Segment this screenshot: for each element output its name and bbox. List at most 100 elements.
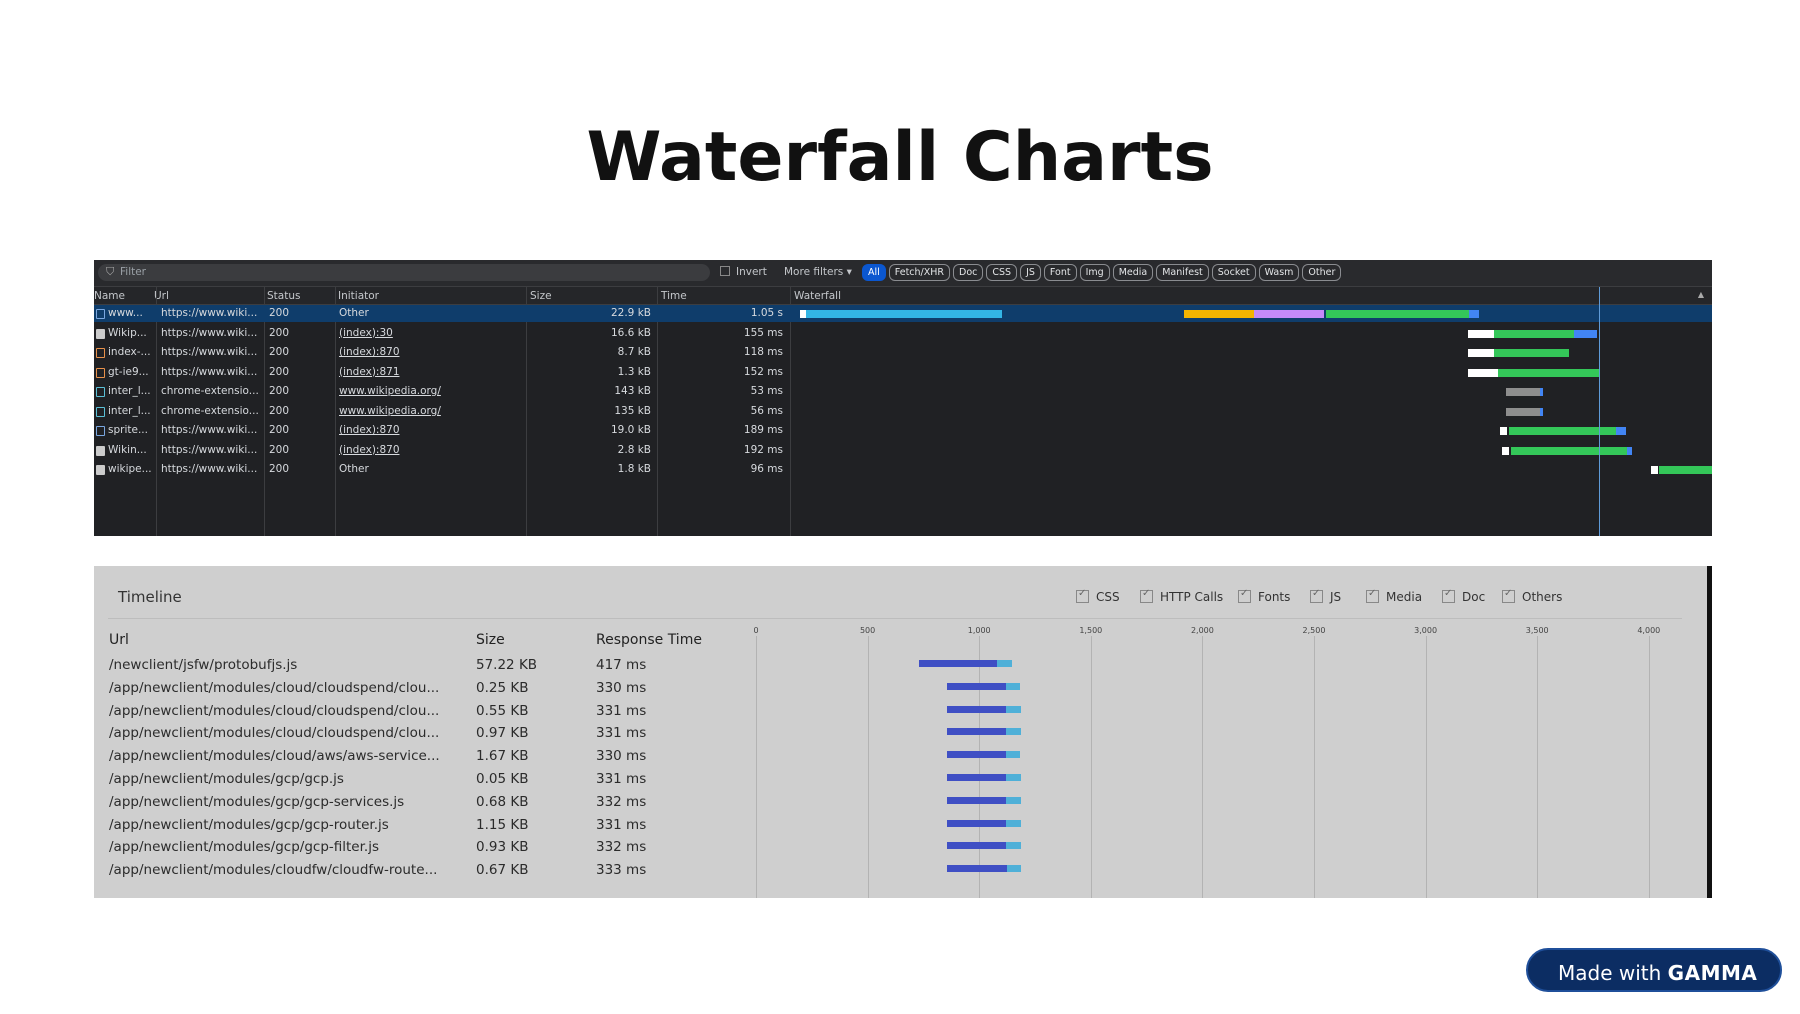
request-size: 22.9 kB: [610, 307, 651, 319]
request-name: Wikin...: [108, 443, 147, 456]
col-time[interactable]: Time: [661, 290, 687, 302]
type-filter-css[interactable]: CSS: [986, 264, 1018, 281]
network-row[interactable]: gt-ie9... https://www.wiki... 200 (index):8…: [94, 364, 1712, 381]
timeline-row[interactable]: /app/newclient/modules/gcp/gcp.js 0.05 KB…: [94, 767, 1674, 789]
timeline-row[interactable]: /app/newclient/modules/gcp/gcp-services.…: [94, 790, 1674, 812]
legend-label: CSS: [1096, 590, 1120, 604]
request-initiator[interactable]: (index):30: [339, 326, 393, 339]
legend-label: Fonts: [1258, 590, 1291, 604]
row-response-time: 332 ms: [596, 839, 647, 856]
response-bar-wait: [1006, 774, 1021, 781]
network-row[interactable]: sprite... https://www.wiki... 200 (index):8…: [94, 422, 1712, 439]
legend-fonts[interactable]: Fonts: [1238, 588, 1291, 604]
axis-tick-label: 3,000: [1414, 626, 1438, 635]
network-row[interactable]: Wikip... https://www.wiki... 200 (index):30…: [94, 325, 1712, 342]
timeline-row[interactable]: /app/newclient/modules/cloudfw/cloudfw-r…: [94, 858, 1674, 880]
sort-up-icon[interactable]: ▲: [1697, 290, 1704, 299]
filter-input[interactable]: ⛉ Filter: [98, 264, 710, 281]
timeline-row[interactable]: /app/newclient/modules/cloud/cloudspend/…: [94, 676, 1674, 698]
request-time: 1.05 s: [750, 307, 783, 319]
response-bar-download: [946, 842, 1007, 850]
type-filter-font[interactable]: Font: [1043, 264, 1077, 281]
request-initiator[interactable]: (index):870: [339, 443, 400, 456]
network-row[interactable]: inter_l... chrome-extensio... 200 www.wikip…: [94, 403, 1712, 420]
row-size: 57.22 KB: [476, 657, 538, 673]
request-time: 118 ms: [743, 346, 783, 358]
row-response-time: 332 ms: [596, 793, 647, 810]
made-with-gamma-badge[interactable]: Made with GAMMA: [1526, 948, 1782, 992]
axis-tick-label: 1,500: [1079, 626, 1103, 635]
response-bar-wait: [1005, 682, 1021, 690]
row-size: 1.15 KB: [476, 816, 529, 833]
network-row[interactable]: wikipe... https://www.wiki... 200 Other 1.8 …: [94, 461, 1712, 478]
request-initiator[interactable]: (index):871: [339, 365, 400, 378]
request-initiator[interactable]: www.wikipedia.org/: [339, 404, 441, 417]
timeline-row[interactable]: /app/newclient/modules/cloud/aws/aws-ser…: [94, 744, 1674, 766]
response-bar-wait: [1006, 819, 1021, 827]
type-filter-js[interactable]: JS: [1020, 264, 1041, 281]
request-name: sprite...: [108, 424, 148, 436]
col-size[interactable]: Size: [530, 290, 552, 302]
col-initiator[interactable]: Initiator: [338, 290, 379, 302]
network-row[interactable]: index-... https://www.wiki... 200 (index):8…: [94, 344, 1712, 361]
timeline-row[interactable]: /newclient/jsfw/protobufjs.js 57.22 KB 417…: [94, 653, 1674, 675]
legend-http-calls[interactable]: HTTP Calls: [1140, 588, 1223, 604]
request-initiator[interactable]: www.wikipedia.org/: [339, 385, 441, 397]
type-filter-wasm[interactable]: Wasm: [1258, 264, 1300, 281]
col-waterfall[interactable]: Waterfall: [794, 290, 842, 302]
response-bar-download: [946, 819, 1007, 827]
column-divider[interactable]: [790, 287, 791, 536]
axis-tick-label: 1,000: [967, 626, 991, 635]
type-filter-all[interactable]: All: [862, 264, 886, 281]
filter-icon: ⛉: [106, 265, 115, 278]
request-time: 189 ms: [743, 424, 783, 436]
type-filter-fetch-xhr[interactable]: Fetch/XHR: [888, 264, 950, 281]
filter-placeholder: Filter: [120, 266, 147, 278]
row-response-time: 330 ms: [596, 748, 647, 765]
type-filter-media[interactable]: Media: [1112, 264, 1154, 281]
legend-others[interactable]: Others: [1502, 588, 1562, 604]
type-filter-socket[interactable]: Socket: [1211, 264, 1256, 281]
network-toolbar: ⛉ Filter Invert More filters ▾ All Fetch/…: [94, 260, 1712, 287]
col-size: Size: [476, 632, 505, 648]
column-divider[interactable]: [526, 287, 527, 536]
type-filter-doc[interactable]: Doc: [953, 264, 984, 281]
col-name[interactable]: Name: [94, 290, 125, 302]
column-divider[interactable]: [264, 287, 265, 536]
legend-doc[interactable]: Doc: [1442, 588, 1485, 604]
network-row[interactable]: inter_l... chrome-extensio... 200 www.wikip…: [94, 383, 1712, 400]
column-divider[interactable]: [156, 287, 157, 536]
request-status: 200: [269, 424, 290, 436]
request-status: 200: [269, 346, 290, 358]
more-filters-dropdown[interactable]: More filters ▾: [784, 266, 852, 278]
invert-checkbox[interactable]: Invert: [720, 266, 767, 278]
request-initiator: Other: [339, 307, 369, 319]
legend-media[interactable]: Media: [1366, 588, 1422, 604]
network-row[interactable]: www... https://www.wiki... 200 Other 22.9 kB…: [94, 305, 1712, 322]
request-initiator[interactable]: (index):870: [339, 424, 400, 436]
axis-gridline: [756, 636, 757, 898]
request-initiator[interactable]: (index):870: [339, 346, 400, 358]
type-filter-other[interactable]: Other: [1302, 264, 1342, 281]
timeline-row[interactable]: /app/newclient/modules/cloud/cloudspend/…: [94, 721, 1674, 743]
row-size: 1.67 KB: [476, 748, 529, 765]
row-url: /app/newclient/modules/cloud/cloudspend/…: [109, 679, 440, 696]
request-status: 200: [269, 443, 290, 456]
network-row[interactable]: Wikin... https://www.wiki... 200 (index):87…: [94, 442, 1712, 459]
axis-gridline: [867, 636, 869, 898]
row-response-time: 331 ms: [596, 702, 647, 719]
timeline-row[interactable]: /app/newclient/modules/cloud/cloudspend/…: [94, 699, 1674, 721]
column-divider[interactable]: [335, 287, 336, 536]
timeline-row[interactable]: /app/newclient/modules/gcp/gcp-filter.js…: [94, 835, 1674, 857]
type-filter-manifest[interactable]: Manifest: [1156, 264, 1209, 281]
col-status[interactable]: Status: [267, 290, 301, 302]
request-status: 200: [269, 307, 290, 319]
col-url[interactable]: Url: [154, 290, 169, 302]
axis-tick-label: 2,500: [1302, 626, 1326, 635]
type-filter-img[interactable]: Img: [1079, 264, 1110, 281]
legend-css[interactable]: CSS: [1076, 588, 1120, 604]
row-size: 0.25 KB: [476, 679, 529, 696]
legend-js[interactable]: JS: [1310, 588, 1341, 604]
column-divider[interactable]: [657, 287, 658, 536]
timeline-row[interactable]: /app/newclient/modules/gcp/gcp-router.js…: [94, 813, 1674, 835]
